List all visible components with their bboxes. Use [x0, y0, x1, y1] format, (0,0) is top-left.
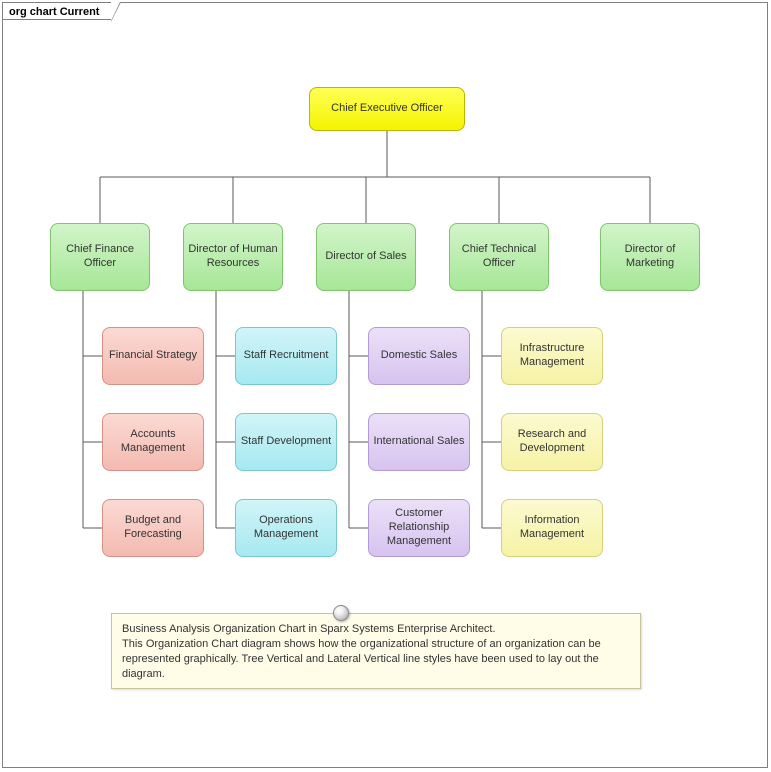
node-label: International Sales	[373, 435, 464, 449]
node-s1[interactable]: Domestic Sales	[368, 327, 470, 385]
node-fin2[interactable]: Accounts Management	[102, 413, 204, 471]
note-box: Business Analysis Organization Chart in …	[111, 613, 641, 689]
node-label: Director of Sales	[325, 250, 406, 264]
node-label: Budget and Forecasting	[107, 514, 199, 542]
node-t2[interactable]: Research and Development	[501, 413, 603, 471]
node-s3[interactable]: Customer Relationship Management	[368, 499, 470, 557]
node-label: Customer Relationship Management	[373, 507, 465, 548]
node-hr2[interactable]: Staff Development	[235, 413, 337, 471]
node-label: Chief Technical Officer	[454, 243, 544, 271]
node-label: Staff Development	[241, 435, 331, 449]
node-fin3[interactable]: Budget and Forecasting	[102, 499, 204, 557]
node-label: Infrastructure Management	[506, 342, 598, 370]
node-label: Operations Management	[240, 514, 332, 542]
diagram-frame: org chart Current Chief Executive Office…	[2, 2, 768, 768]
node-t1[interactable]: Infrastructure Management	[501, 327, 603, 385]
node-cfo[interactable]: Chief Finance Officer	[50, 223, 150, 291]
node-label: Director of Human Resources	[188, 243, 278, 271]
node-cto[interactable]: Chief Technical Officer	[449, 223, 549, 291]
node-label: Director of Marketing	[605, 243, 695, 271]
node-fin1[interactable]: Financial Strategy	[102, 327, 204, 385]
note-line-1: Business Analysis Organization Chart in …	[122, 622, 630, 637]
node-s2[interactable]: International Sales	[368, 413, 470, 471]
node-label: Chief Finance Officer	[55, 243, 145, 271]
node-label: Chief Executive Officer	[331, 102, 443, 116]
node-dhr[interactable]: Director of Human Resources	[183, 223, 283, 291]
node-label: Information Management	[506, 514, 598, 542]
node-ceo[interactable]: Chief Executive Officer	[309, 87, 465, 131]
node-dom[interactable]: Director of Marketing	[600, 223, 700, 291]
node-label: Domestic Sales	[381, 349, 457, 363]
note-pin-icon	[333, 605, 349, 621]
node-hr1[interactable]: Staff Recruitment	[235, 327, 337, 385]
node-t3[interactable]: Information Management	[501, 499, 603, 557]
note-line-2: This Organization Chart diagram shows ho…	[122, 637, 630, 682]
node-label: Accounts Management	[107, 428, 199, 456]
node-dos[interactable]: Director of Sales	[316, 223, 416, 291]
node-label: Financial Strategy	[109, 349, 197, 363]
node-label: Staff Recruitment	[244, 349, 329, 363]
node-hr3[interactable]: Operations Management	[235, 499, 337, 557]
node-label: Research and Development	[506, 428, 598, 456]
